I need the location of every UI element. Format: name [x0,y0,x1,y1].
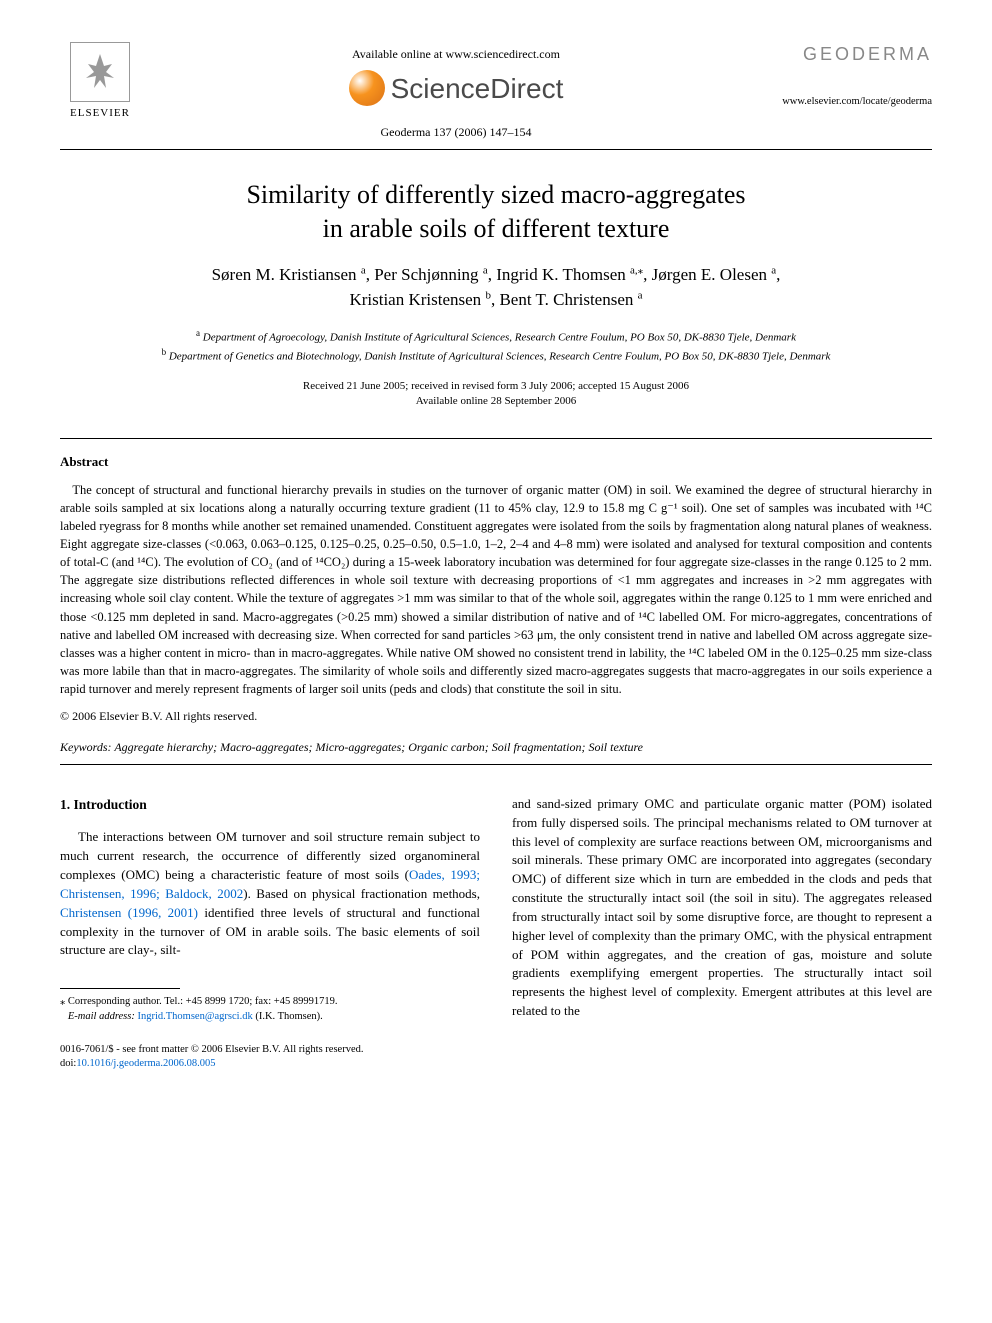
keywords: Keywords: Aggregate hierarchy; Macro-agg… [60,739,932,756]
author-affil: a [771,265,776,277]
geoderma-logo: GEODERMA [772,42,932,67]
author: Søren M. Kristiansen [212,265,361,284]
abstract-bottom-rule [60,764,932,765]
title-line2: in arable soils of different texture [323,214,670,243]
header-rule [60,149,932,150]
author: , Jørgen E. Olesen [643,265,771,284]
article-title: Similarity of differently sized macro-ag… [60,178,932,246]
doi-link[interactable]: 10.1016/j.geoderma.2006.08.005 [76,1058,215,1069]
footnote-text: Corresponding author. Tel.: +45 8999 172… [65,996,337,1007]
left-column: 1. Introduction The interactions between… [60,795,480,1025]
body-columns: 1. Introduction The interactions between… [60,795,932,1025]
journal-reference: Geoderma 137 (2006) 147–154 [349,124,564,141]
author-affil: a, [630,265,638,277]
affiliations: a Department of Agroecology, Danish Inst… [60,327,932,365]
keywords-label: Keywords: [60,740,112,754]
author: , Ingrid K. Thomsen [488,265,630,284]
email-after: (I.K. Thomsen). [253,1011,323,1022]
page-footer: 0016-7061/$ - see front matter © 2006 El… [60,1043,932,1072]
abstract-body: The concept of structural and functional… [60,483,932,696]
dates-line2: Available online 28 September 2006 [416,395,576,407]
copyright-line: © 2006 Elsevier B.V. All rights reserved… [60,708,932,725]
email-label: E-mail address: [68,1011,135,1022]
availability-text: Available online at www.sciencedirect.co… [349,46,564,63]
author-affil: a [638,289,643,301]
right-column: and sand-sized primary OMC and particula… [512,795,932,1025]
page-header: ELSEVIER Available online at www.science… [60,42,932,141]
citation[interactable]: Christensen (1996, 2001) [60,905,198,920]
intro-heading: 1. Introduction [60,795,480,815]
dates-line1: Received 21 June 2005; received in revis… [303,380,689,392]
elsevier-tree-icon [70,42,130,102]
keywords-list: Aggregate hierarchy; Macro-aggregates; M… [112,740,643,754]
footer-left: 0016-7061/$ - see front matter © 2006 El… [60,1043,363,1072]
right-header: GEODERMA www.elsevier.com/locate/geoderm… [772,42,932,110]
affiliation-a: Department of Agroecology, Danish Instit… [200,331,796,343]
corresponding-footnote: ⁎ Corresponding author. Tel.: +45 8999 1… [60,995,480,1024]
author: Kristian Kristensen [349,290,485,309]
center-header: Available online at www.sciencedirect.co… [349,42,564,141]
authors-list: Søren M. Kristiansen a , Per Schjønning a… [60,263,932,312]
abstract-heading: Abstract [60,453,932,471]
intro-text: ). Based on physical fractionation metho… [243,886,480,901]
article-dates: Received 21 June 2005; received in revis… [60,379,932,410]
sciencedirect-text: ScienceDirect [391,69,564,108]
footnote-separator [60,988,180,989]
intro-paragraph-cont: and sand-sized primary OMC and particula… [512,795,932,1021]
affiliation-b: Department of Genetics and Biotechnology… [166,350,830,362]
email-link[interactable]: Ingrid.Thomsen@agrsci.dk [135,1011,253,1022]
sciencedirect-swoosh-icon [349,70,385,106]
title-line1: Similarity of differently sized macro-ag… [246,180,745,209]
author: , Bent T. Christensen [491,290,638,309]
author: , Per Schjønning [366,265,483,284]
abstract-text: The concept of structural and functional… [60,481,932,699]
front-matter: 0016-7061/$ - see front matter © 2006 El… [60,1044,363,1055]
journal-url: www.elsevier.com/locate/geoderma [772,95,932,110]
elsevier-label: ELSEVIER [60,106,140,121]
intro-paragraph: The interactions between OM turnover and… [60,828,480,960]
doi-label: doi: [60,1058,76,1069]
elsevier-logo: ELSEVIER [60,42,140,121]
abstract-top-rule [60,438,932,439]
sciencedirect-logo: ScienceDirect [349,69,564,108]
